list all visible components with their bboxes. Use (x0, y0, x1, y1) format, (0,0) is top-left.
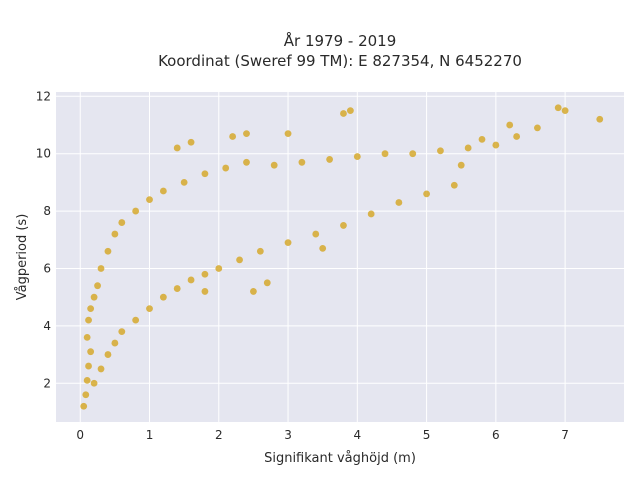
data-point (87, 305, 95, 313)
data-point (596, 115, 604, 123)
data-point (97, 365, 105, 373)
data-point (146, 305, 153, 313)
data-point (201, 170, 209, 178)
data-point (250, 288, 257, 295)
data-point (409, 150, 417, 158)
y-tick-label: 12 (36, 89, 51, 103)
data-point (94, 282, 101, 290)
y-axis-title: Vågperiod (s) (15, 214, 30, 301)
data-point (146, 196, 153, 204)
data-point (367, 210, 375, 218)
data-point (534, 124, 541, 132)
data-point (298, 158, 306, 166)
grid-lines (56, 92, 624, 422)
data-point (229, 133, 237, 140)
data-point (395, 199, 403, 206)
chart-title-line1: År 1979 - 2019 (284, 31, 397, 50)
y-tick-label: 8 (43, 204, 51, 218)
x-tick-label: 5 (423, 428, 431, 442)
data-point (243, 130, 250, 138)
data-point (159, 187, 167, 195)
data-point (319, 244, 327, 252)
x-tick-label: 7 (561, 428, 569, 442)
chart-title-line2: Koordinat (Sweref 99 TM): E 827354, N 64… (158, 52, 522, 70)
data-point (111, 339, 119, 347)
data-point (284, 130, 292, 138)
x-tick-label: 3 (284, 428, 292, 442)
data-point (353, 153, 361, 160)
data-point (256, 247, 264, 255)
x-axis-title: Signifikant våghöjd (m) (264, 451, 416, 466)
data-point (492, 141, 500, 149)
x-tick-label: 6 (492, 428, 500, 442)
data-point (236, 256, 243, 264)
data-point (437, 147, 444, 155)
data-point (173, 285, 181, 292)
data-point (83, 376, 91, 384)
data-point (187, 276, 195, 284)
data-points (80, 104, 604, 410)
data-point (450, 181, 458, 189)
data-point (326, 156, 334, 163)
x-tick-label: 2 (215, 428, 223, 442)
y-tick-label: 2 (43, 376, 51, 390)
data-point (187, 138, 195, 146)
data-point (243, 158, 250, 166)
data-point (381, 150, 389, 158)
data-point (90, 293, 98, 301)
data-point (118, 328, 126, 336)
data-point (513, 133, 521, 140)
data-point (215, 265, 223, 272)
data-point (97, 265, 105, 272)
data-point (561, 107, 569, 115)
data-point (423, 190, 430, 198)
x-tick-label: 0 (76, 428, 84, 442)
data-point (270, 161, 278, 169)
data-point (85, 362, 92, 370)
data-point (201, 288, 209, 295)
y-tick-label: 4 (43, 319, 51, 333)
data-point (85, 316, 92, 324)
data-point (83, 333, 91, 341)
data-point (222, 164, 230, 172)
data-point (104, 247, 112, 255)
y-tick-label: 6 (43, 261, 51, 275)
data-point (506, 121, 514, 129)
data-point (132, 207, 140, 215)
data-point (132, 316, 140, 324)
data-point (457, 161, 465, 169)
data-point (82, 391, 90, 399)
data-point (464, 144, 472, 152)
plot-area (56, 92, 624, 422)
data-point (554, 104, 562, 112)
y-tick-label: 10 (36, 147, 51, 161)
x-tick-label: 4 (353, 428, 361, 442)
data-point (90, 379, 98, 387)
data-point (263, 279, 271, 287)
data-point (312, 230, 320, 238)
data-point (346, 107, 354, 115)
data-point (340, 222, 347, 229)
data-point (284, 239, 292, 247)
data-point (173, 144, 181, 152)
data-point (180, 178, 188, 186)
data-point (340, 110, 347, 117)
data-point (80, 402, 88, 410)
x-tick-label: 1 (146, 428, 154, 442)
data-point (87, 348, 95, 356)
data-point (478, 135, 486, 143)
data-point (104, 351, 112, 358)
data-point (201, 270, 209, 278)
data-point (159, 293, 167, 301)
data-point (118, 219, 126, 226)
data-point (111, 230, 119, 238)
